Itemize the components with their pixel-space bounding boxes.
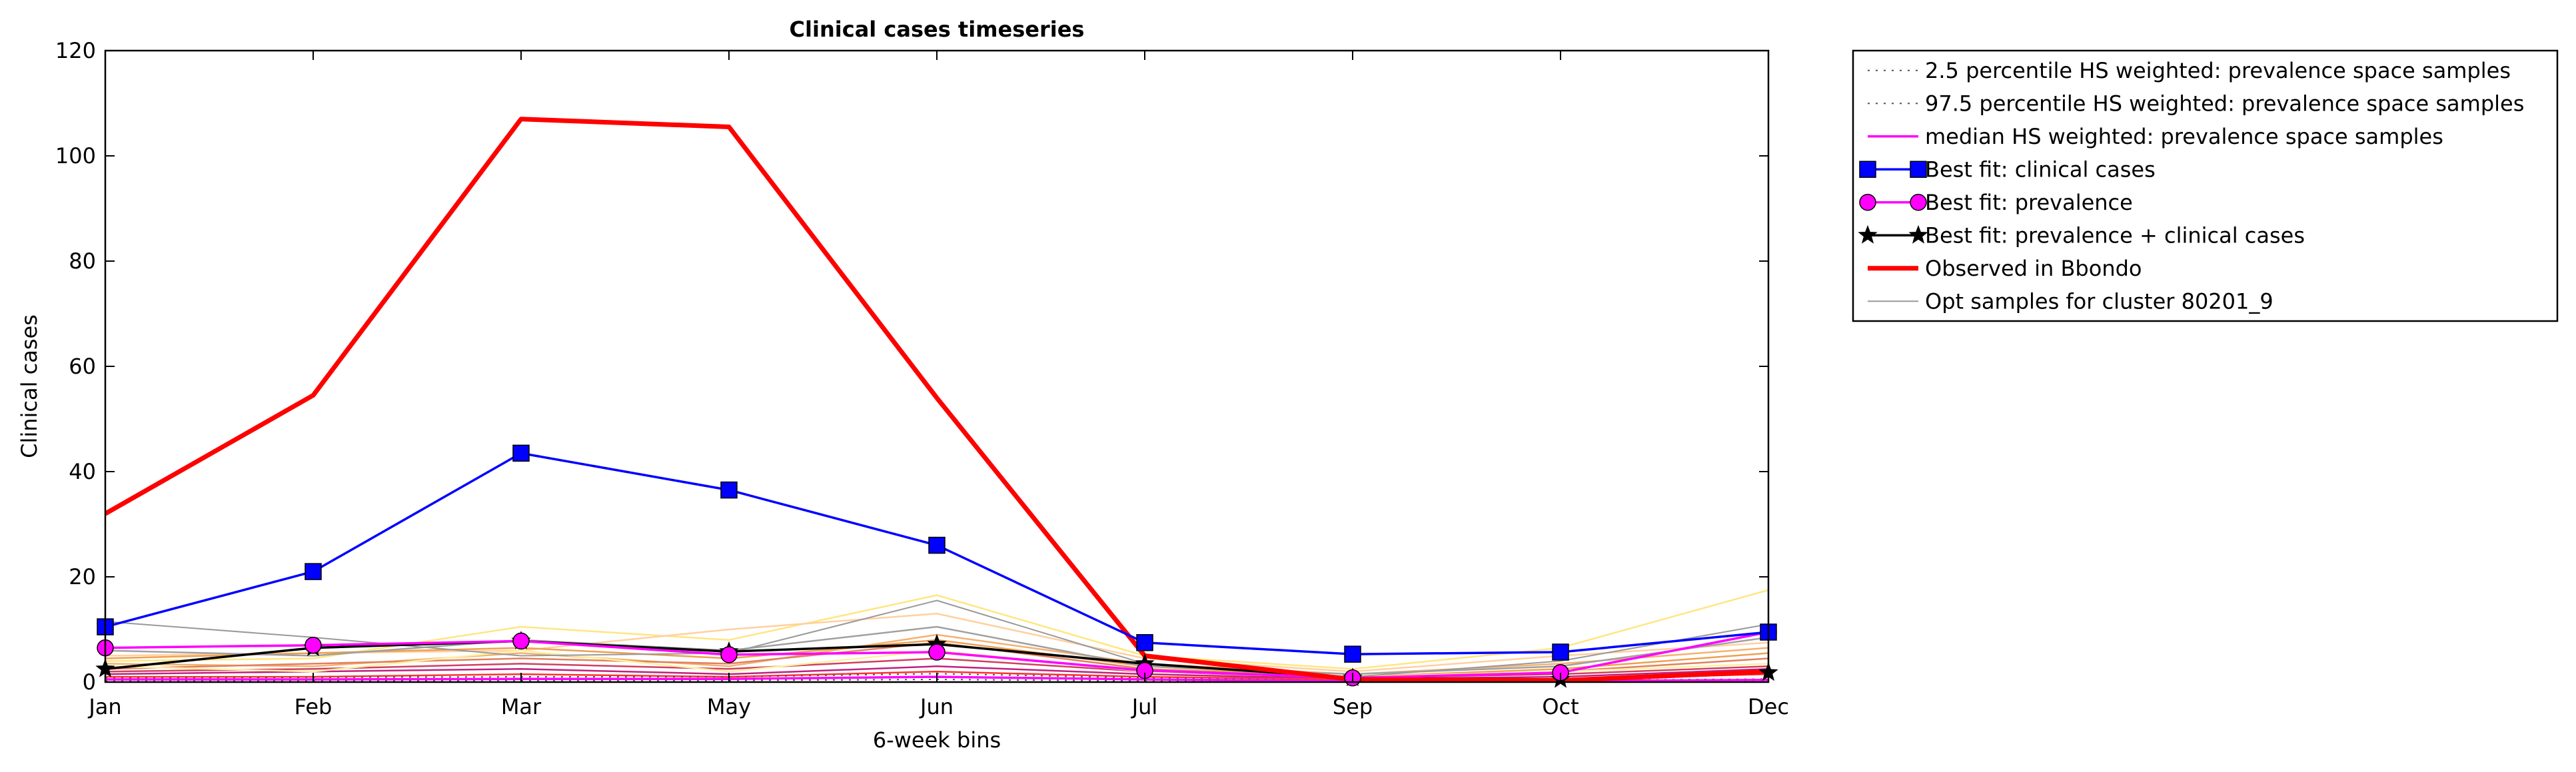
sample-line-7 xyxy=(105,665,1768,680)
legend-entry-2: 97.5 percentile HS weighted: prevalence … xyxy=(1868,91,2524,116)
legend-entry-1: 2.5 percentile HS weighted: prevalence s… xyxy=(1868,58,2511,83)
legend-marker-start-4 xyxy=(1859,161,1876,178)
legend-entry-3: median HS weighted: prevalence space sam… xyxy=(1868,124,2443,149)
sample-line-2 xyxy=(105,613,1768,673)
x-tick-label-8: Oct xyxy=(1542,694,1579,719)
legend-marker-end-5 xyxy=(1910,194,1927,211)
legend-marker-end-4 xyxy=(1910,161,1927,178)
y-tick-label-4: 60 xyxy=(69,354,96,379)
legend-entry-4: Best fit: clinical cases xyxy=(1859,157,2156,182)
legend-label-1: 2.5 percentile HS weighted: prevalence s… xyxy=(1925,58,2511,83)
legend-entry-6: Best fit: prevalence + clinical cases xyxy=(1858,222,2305,248)
series-4-point-3 xyxy=(512,444,530,462)
series-4-point-5 xyxy=(928,536,946,554)
legend-label-2: 97.5 percentile HS weighted: prevalence … xyxy=(1925,91,2524,116)
series-5-point-2 xyxy=(305,636,322,654)
x-tick-label-4: May xyxy=(707,694,751,719)
y-tick-label-3: 40 xyxy=(69,459,96,484)
legend-box xyxy=(1852,49,2559,322)
y-axis-label: Clinical cases xyxy=(17,314,42,458)
series-4-point-7 xyxy=(1344,645,1361,663)
legend-entry-5: Best fit: prevalence xyxy=(1859,190,2133,215)
series-5-point-3 xyxy=(512,632,530,650)
series-4-point-6 xyxy=(1136,634,1153,651)
series-5-point-5 xyxy=(928,643,946,661)
series-4-point-2 xyxy=(305,563,322,580)
sample-line-1 xyxy=(105,589,1768,670)
chart-title: Clinical cases timeseries xyxy=(790,17,1085,42)
legend-marker-start-5 xyxy=(1859,194,1876,211)
legend-marker-end-6 xyxy=(1908,224,1928,244)
x-tick-label-6: Jul xyxy=(1131,694,1158,719)
y-tick-label-2: 20 xyxy=(69,564,96,589)
plot-area: 0 20 40 60 80 100 120 Jan Feb Mar May Jun Jul Sep Oct D… xyxy=(55,38,1789,719)
legend-label-8: Opt samples for cluster 80201_9 xyxy=(1925,288,2273,314)
plot-background xyxy=(105,51,1768,682)
legend: 2.5 percentile HS weighted: prevalence s… xyxy=(1852,49,2559,322)
x-tick-label-5: Jun xyxy=(919,694,954,719)
x-tick-label-2: Feb xyxy=(295,694,332,719)
y-tick-label-6: 100 xyxy=(55,143,96,169)
y-tick-label-7: 120 xyxy=(55,38,96,63)
x-tick-label-3: Mar xyxy=(501,694,542,719)
legend-marker-start-6 xyxy=(1858,224,1878,244)
x-tick-label-1: Jan xyxy=(87,694,121,719)
x-axis-label: 6-week bins xyxy=(873,727,1001,753)
legend-entry-7: Observed in Bbondo xyxy=(1868,256,2142,281)
series-4-point-4 xyxy=(720,481,738,499)
series-5-point-4 xyxy=(720,646,738,663)
legend-entry-8: Opt samples for cluster 80201_9 xyxy=(1868,288,2273,314)
legend-label-7: Observed in Bbondo xyxy=(1925,256,2142,281)
series-4-point-8 xyxy=(1552,643,1569,661)
y-tick-label-1: 0 xyxy=(83,669,96,695)
legend-label-4: Best fit: clinical cases xyxy=(1925,157,2156,182)
series-7-line xyxy=(105,117,1768,682)
x-tick-label-9: Dec xyxy=(1748,694,1789,719)
y-tick-label-5: 80 xyxy=(69,248,96,274)
sample-line-8 xyxy=(105,625,1768,675)
legend-label-6: Best fit: prevalence + clinical cases xyxy=(1925,222,2305,248)
legend-label-5: Best fit: prevalence xyxy=(1925,190,2133,215)
x-tick-label-7: Sep xyxy=(1333,694,1373,719)
legend-label-3: median HS weighted: prevalence space sam… xyxy=(1925,124,2443,149)
